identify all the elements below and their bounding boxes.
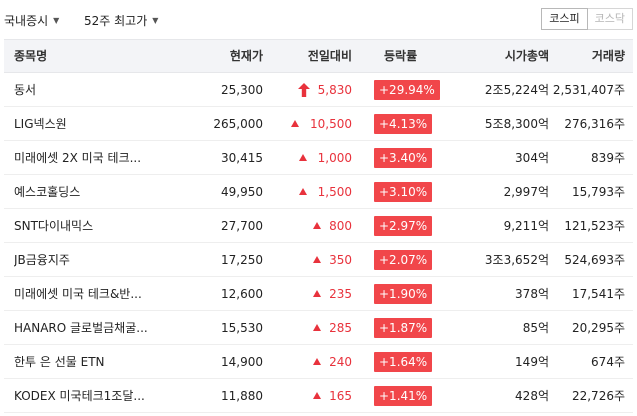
table-row[interactable]: SNT다이내믹스 27,700 800 +2.97% 9,211억 121,523주 [4, 209, 633, 243]
filter-bar: 국내증시 ▼ 52주 최고가 ▼ 코스피 코스닥 [0, 0, 637, 40]
col-header-volume[interactable]: 거래량 [591, 49, 625, 63]
col-header-change[interactable]: 전일대비 [307, 49, 352, 63]
change-rate-badge: +3.40% [374, 148, 433, 168]
up-triangle-icon [298, 154, 307, 161]
price-change: 800 [329, 219, 352, 233]
change-rate-badge: +1.87% [374, 318, 433, 338]
change-rate-badge: +4.13% [374, 114, 433, 134]
trade-volume: 17,541주 [571, 287, 625, 301]
up-triangle-icon [313, 392, 322, 399]
current-price: 15,530 [221, 321, 263, 335]
trade-volume: 2,531,407주 [552, 83, 625, 97]
trade-volume: 121,523주 [564, 219, 625, 233]
table-row[interactable]: 미래에셋 2X 미국 테크... 30,415 1,000 +3.40% 304억 839… [4, 141, 633, 175]
col-header-name[interactable]: 종목명 [14, 49, 48, 63]
table-row[interactable]: LIG넥스원 265,000 10,500 +4.13% 5조8,300억 276,316… [4, 107, 633, 141]
current-price: 25,300 [221, 83, 263, 97]
trade-volume: 22,726주 [571, 389, 625, 403]
market-toggle: 코스피 코스닥 [541, 8, 633, 30]
kospi-button[interactable]: 코스피 [541, 8, 588, 30]
current-price: 11,880 [221, 389, 263, 403]
up-triangle-icon [313, 358, 322, 365]
table-header: 종목명 현재가 전일대비 등락률 시가총액 거래량 [4, 39, 633, 73]
change-rate-badge: +2.07% [374, 250, 433, 270]
change-rate-badge: +1.90% [374, 284, 433, 304]
current-price: 265,000 [213, 117, 263, 131]
change-rate-badge: +1.64% [374, 352, 433, 372]
chevron-down-icon: ▼ [53, 16, 60, 25]
stock-name-link[interactable]: 한투 은 선물 ETN [14, 355, 105, 369]
col-header-market-cap[interactable]: 시가총액 [504, 49, 549, 63]
stock-name-link[interactable]: JB금융지주 [14, 253, 70, 267]
price-change: 240 [329, 355, 352, 369]
stock-name-link[interactable]: 예스코홀딩스 [14, 185, 81, 199]
market-dropdown-label: 국내증시 [4, 14, 49, 28]
table-row[interactable]: KODEX 미국테크1조달... 11,880 165 +1.41% 428억 22,72… [4, 379, 633, 413]
trade-volume: 839주 [591, 151, 625, 165]
stock-name-link[interactable]: LIG넥스원 [14, 117, 67, 131]
table-row[interactable]: 동서 25,300 5,830 +29.94% 2조5,224억 2,531,407주 [4, 73, 633, 107]
up-triangle-icon [313, 324, 322, 331]
upper-limit-arrow-icon [297, 83, 310, 97]
market-cap: 428억 [515, 389, 549, 403]
trade-volume: 20,295주 [571, 321, 625, 335]
market-cap: 378억 [515, 287, 549, 301]
up-triangle-icon [313, 290, 322, 297]
current-price: 14,900 [221, 355, 263, 369]
table-row[interactable]: 예스코홀딩스 49,950 1,500 +3.10% 2,997억 15,793주 [4, 175, 633, 209]
change-rate-badge: +3.10% [374, 182, 433, 202]
market-cap: 2조5,224억 [484, 83, 549, 97]
price-change: 285 [329, 321, 352, 335]
price-change: 10,500 [310, 117, 352, 131]
chevron-down-icon: ▼ [152, 16, 159, 25]
price-change: 350 [329, 253, 352, 267]
market-cap: 85억 [522, 321, 549, 335]
market-cap: 3조3,652억 [484, 253, 549, 267]
current-price: 27,700 [221, 219, 263, 233]
up-triangle-icon [313, 256, 322, 263]
stock-name-link[interactable]: HANARO 글로벌금채굴... [14, 321, 148, 335]
trade-volume: 674주 [591, 355, 625, 369]
stock-name-link[interactable]: KODEX 미국테크1조달... [14, 389, 145, 403]
market-cap: 2,997억 [503, 185, 549, 199]
stock-name-link[interactable]: 미래에셋 2X 미국 테크... [14, 151, 142, 165]
table-row[interactable]: 미래에셋 미국 테크&반... 12,600 235 +1.90% 378억 17,541… [4, 277, 633, 311]
price-change: 5,830 [317, 83, 352, 97]
trade-volume: 15,793주 [571, 185, 625, 199]
change-rate-badge: +2.97% [374, 216, 433, 236]
stock-name-link[interactable]: SNT다이내믹스 [14, 219, 94, 233]
trade-volume: 276,316주 [564, 117, 625, 131]
market-dropdown[interactable]: 국내증시 ▼ [4, 12, 59, 29]
col-header-rate[interactable]: 등락률 [384, 49, 418, 63]
kosdaq-button[interactable]: 코스닥 [587, 8, 633, 30]
current-price: 30,415 [221, 151, 263, 165]
up-triangle-icon [291, 120, 300, 127]
market-cap: 5조8,300억 [484, 117, 549, 131]
period-dropdown[interactable]: 52주 최고가 ▼ [84, 12, 158, 29]
current-price: 49,950 [221, 185, 263, 199]
market-cap: 304억 [515, 151, 549, 165]
current-price: 17,250 [221, 253, 263, 267]
table-row[interactable]: JB금융지주 17,250 350 +2.07% 3조3,652억 524,693주 [4, 243, 633, 277]
change-rate-badge: +1.41% [374, 386, 433, 406]
price-change: 165 [329, 389, 352, 403]
change-rate-badge: +29.94% [374, 80, 440, 100]
price-change: 1,000 [317, 151, 352, 165]
period-dropdown-label: 52주 최고가 [84, 14, 148, 28]
price-change: 1,500 [317, 185, 352, 199]
stock-name-link[interactable]: 동서 [14, 83, 37, 97]
table-row[interactable]: 한투 은 선물 ETN 14,900 240 +1.64% 149억 674주 [4, 345, 633, 379]
col-header-price[interactable]: 현재가 [229, 49, 263, 63]
up-triangle-icon [298, 188, 307, 195]
up-triangle-icon [313, 222, 322, 229]
trade-volume: 524,693주 [564, 253, 625, 267]
current-price: 12,600 [221, 287, 263, 301]
price-change: 235 [329, 287, 352, 301]
table-row[interactable]: HANARO 글로벌금채굴... 15,530 285 +1.87% 85억 20,295… [4, 311, 633, 345]
market-cap: 149억 [515, 355, 549, 369]
market-cap: 9,211억 [503, 219, 549, 233]
stock-name-link[interactable]: 미래에셋 미국 테크&반... [14, 287, 142, 301]
